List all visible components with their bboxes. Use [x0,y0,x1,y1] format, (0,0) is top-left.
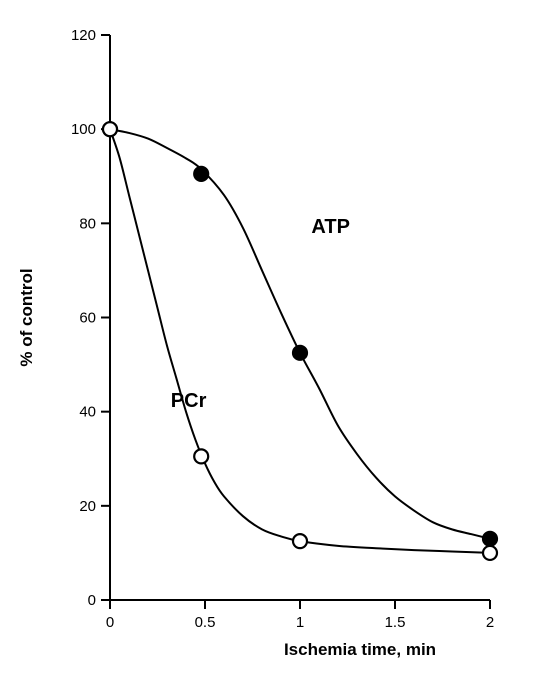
y-tick-label: 20 [79,498,96,515]
y-axis-label: % of control [17,268,36,366]
series-marker-atp [194,167,208,181]
x-axis-label: Ischemia time, min [284,640,436,659]
series-marker-atp [483,532,497,546]
series-marker-pcr [103,122,117,136]
x-tick-label: 0 [106,614,114,631]
y-tick-label: 40 [79,404,96,421]
y-tick-label: 100 [71,121,96,138]
chart-container: 0 20 40 60 80 100 120 0 0.5 1 1.5 2 Ischemia time, m… [0,0,540,685]
series-label-atp: ATP [311,216,350,238]
y-tick-label: 120 [71,27,96,44]
series-marker-atp [293,346,307,360]
series-marker-pcr [293,534,307,548]
x-tick-label: 1 [296,614,304,631]
series-marker-pcr [194,449,208,463]
y-tick-label: 60 [79,310,96,327]
series-line-atp [110,129,490,539]
x-tick-label: 2 [486,614,494,631]
y-tick-label: 0 [88,592,96,609]
chart-svg: 0 20 40 60 80 100 120 0 0.5 1 1.5 2 Ischemia time, m… [0,0,540,685]
y-tick-label: 80 [79,215,96,232]
x-tick-label: 0.5 [195,614,216,631]
series-marker-pcr [483,546,497,560]
series-line-pcr [110,129,490,553]
series-label-pcr: PCr [171,390,207,412]
x-tick-label: 1.5 [385,614,406,631]
